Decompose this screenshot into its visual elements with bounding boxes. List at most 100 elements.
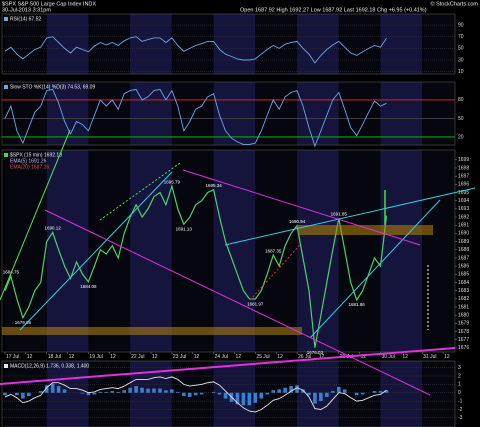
trendline (44, 209, 431, 396)
header-quote: Open 1687.92 High 1692.27 Low 1687.92 La… (240, 7, 427, 13)
x-tick-label: 12 (152, 354, 158, 360)
histogram-bar (277, 389, 281, 393)
legend-entry: MACD(12,26,9) 1.736, 0.338, 1.400 (10, 363, 89, 369)
annotation: EMA(20) 1687.26 (10, 164, 49, 170)
y-tick-label: 1682 (458, 296, 469, 302)
day-band (213, 150, 256, 352)
histogram-bar (116, 391, 121, 393)
histogram-bar (223, 392, 228, 399)
y-tick-label: 70 (458, 34, 464, 40)
y-tick-label: 2 (458, 373, 461, 379)
y-tick-label: 1697 (458, 173, 469, 179)
trendlines (0, 129, 476, 396)
y-tick-label: 10 (458, 69, 464, 75)
header-date: 30-Jul-2013 3:31pm (2, 7, 51, 13)
y-tick-label: 1686 (458, 263, 469, 269)
x-tick-label: 12 (319, 354, 325, 360)
y-tick-label: 0 (458, 390, 461, 396)
y-tick-label: 1691 (458, 223, 469, 229)
histogram-bar (289, 386, 293, 393)
y-tick-label: -3 (458, 415, 463, 421)
day-band (380, 14, 423, 74)
trendline (224, 187, 476, 246)
day-band (171, 150, 214, 352)
day-band (422, 150, 455, 352)
histogram-bar (152, 388, 156, 393)
x-tick-label: 12 (402, 354, 408, 360)
legend-entry: $SPX (15 min) 1692.18 (10, 152, 62, 158)
histogram-bar (211, 391, 216, 393)
histogram-bar (140, 387, 144, 393)
histogram-bar (271, 390, 276, 393)
day-band (88, 150, 131, 352)
day-band (297, 82, 339, 145)
histogram-bar (176, 391, 180, 393)
value-label: 1695.79 (164, 179, 181, 184)
day-band (380, 82, 423, 145)
legend-swatch (4, 153, 8, 157)
day-band (46, 14, 89, 74)
series-line (4, 36, 387, 64)
day-band (380, 361, 423, 427)
day-band (255, 14, 298, 74)
histogram-bar (62, 389, 67, 393)
x-tick-label: 12 (110, 354, 116, 360)
panel-frame (1, 360, 456, 427)
x-tick-label: 26 Jul (298, 354, 311, 360)
day-band (338, 14, 381, 74)
value-label: 1691.13 (176, 226, 193, 231)
histogram-bar (241, 392, 246, 406)
x-tick-label: 12 (361, 354, 367, 360)
x-tick-label: 30 Jul (381, 354, 394, 360)
value-label: 1679.69 (15, 320, 32, 325)
histogram-bar (27, 392, 31, 397)
header-credit: © StockCharts.com (431, 0, 479, 7)
legend-swatch (4, 17, 8, 21)
day-bands (1, 13, 456, 427)
value-label: 1690.94 (289, 219, 306, 224)
series-line (4, 183, 388, 348)
x-tick-label: 12 (194, 354, 200, 360)
panel-frame (1, 81, 456, 146)
panel-frame (1, 13, 456, 75)
y-tick-label: 1689 (458, 239, 469, 245)
histogram-bar (259, 392, 264, 399)
histogram-bar (164, 390, 168, 393)
histogram-bar (50, 383, 55, 393)
x-tick-label: 24 Jul (215, 354, 228, 360)
value-label: 1681.86 (349, 302, 366, 307)
y-tick-label: 1688 (458, 247, 469, 253)
day-band (338, 82, 381, 145)
legend-entry: RSI(14) 67.52 (10, 16, 41, 22)
histogram-bar (193, 392, 198, 396)
histogram-bar (199, 392, 204, 395)
y-tick-label: 1681 (458, 304, 469, 310)
y-tick-label: 1680 (458, 313, 469, 319)
header-title: $SPX S&P 500 Large Cap Index INDX (2, 1, 96, 7)
x-tick-label: 31 Jul (423, 354, 436, 360)
day-band (380, 150, 423, 352)
x-tick-label: 12 (235, 354, 241, 360)
day-band (255, 82, 298, 145)
y-tick-label: 1676 (458, 345, 469, 351)
histogram-bar (56, 386, 61, 393)
histogram-bar (217, 392, 222, 395)
histogram-bar (253, 392, 258, 403)
y-tick-label: 90 (458, 22, 464, 28)
x-tick-label: 25 Jul (256, 354, 269, 360)
histogram-bar (3, 392, 7, 396)
histogram-bar (128, 387, 132, 393)
x-tick-label: 23 Jul (173, 354, 186, 360)
day-band (297, 150, 339, 352)
day-band (171, 361, 214, 427)
y-tick-label: 1 (458, 382, 461, 388)
histogram-bar (295, 385, 299, 393)
histogram-bar (181, 392, 186, 397)
trendline (309, 199, 441, 339)
histogram-bar (265, 392, 270, 395)
histogram-bar (372, 391, 377, 393)
legend-swatch (4, 85, 8, 89)
day-band (297, 14, 339, 74)
value-label: 1690.12 (45, 226, 62, 231)
value-label: 1687.35 (265, 248, 282, 253)
